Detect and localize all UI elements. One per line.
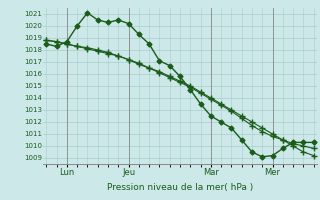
X-axis label: Pression niveau de la mer( hPa ): Pression niveau de la mer( hPa ) [107,183,253,192]
